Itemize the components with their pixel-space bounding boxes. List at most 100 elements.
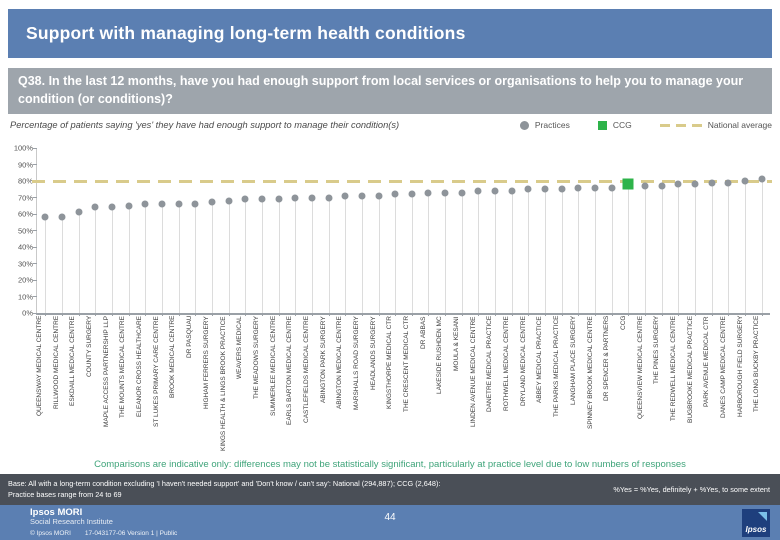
- x-tick-mark: [695, 313, 697, 316]
- x-axis-label: HIGHAM FERRERS SURGERY: [202, 316, 210, 409]
- x-axis-label: KINGSTHORPE MEDICAL CTR: [386, 316, 394, 409]
- x-tick-mark: [495, 313, 497, 316]
- practice-marker: [391, 190, 399, 198]
- x-axis-label: ROTHWELL MEDICAL CENTRE: [503, 316, 511, 411]
- x-tick-mark: [245, 313, 247, 316]
- x-axis-label: ST LUKES PRIMARY CARE CENTRE: [152, 316, 160, 427]
- marker-stem: [378, 195, 380, 313]
- ccg-square-icon: [597, 120, 607, 130]
- practice-marker: [691, 180, 699, 188]
- question-box: Q38. In the last 12 months, have you had…: [8, 68, 772, 114]
- x-tick-mark: [478, 313, 480, 316]
- practice-marker: [225, 197, 233, 205]
- marker-stem: [561, 189, 563, 313]
- copyright-text: © Ipsos MORI: [30, 530, 71, 537]
- x-axis-label: CASTLEFIELDS MEDICAL CENTRE: [302, 316, 310, 424]
- practice-marker: [58, 213, 66, 221]
- marker-stem: [628, 184, 630, 313]
- practice-marker: [608, 184, 616, 192]
- x-tick-mark: [45, 313, 47, 316]
- x-tick-mark: [61, 313, 63, 316]
- subtitle-row: Percentage of patients saying 'yes' they…: [10, 120, 774, 130]
- practice-marker: [591, 184, 599, 192]
- marker-stem: [95, 207, 97, 313]
- x-tick-mark: [728, 313, 730, 316]
- x-axis-label: THE PARKS MEDICAL PRACTICE: [553, 316, 561, 418]
- marker-stem: [211, 202, 213, 313]
- logo-text: Ipsos: [745, 525, 767, 534]
- doc-reference: 17-043177-06 Version 1 | Public: [84, 530, 178, 537]
- x-tick-mark: [445, 313, 447, 316]
- chart-legend: Practices CCG National average: [519, 120, 774, 130]
- practice-marker: [308, 194, 316, 201]
- marker-stem: [645, 185, 647, 313]
- plot-area: 0% 10% 20% 30% 40% 50% 60% 70% 80% 90% 100%: [14, 144, 772, 318]
- x-tick-mark: [328, 313, 330, 316]
- practices-dot-icon: [519, 120, 529, 130]
- practice-marker: [75, 208, 83, 216]
- x-axis-label: BROOK MEDICAL CENTRE: [169, 316, 177, 399]
- marker-stem: [278, 199, 280, 313]
- y-tick-label: 20%: [17, 275, 33, 285]
- base-line1: Base: All with a long-term condition exc…: [8, 478, 441, 488]
- x-axis-label: SPINNEY BROOK MEDICAL CENTRE: [586, 316, 594, 429]
- x-tick-mark: [461, 313, 463, 316]
- brand-name: Ipsos MORI: [30, 507, 83, 518]
- marker-stem: [478, 190, 480, 313]
- x-axis-label: HARBOROUGH FIELD SURGERY: [736, 316, 744, 418]
- y-tick-mark: [33, 312, 37, 314]
- x-tick-mark: [578, 313, 580, 316]
- x-axis-label: DR SPENCER & PARTNERS: [603, 316, 611, 402]
- legend-label-national: National average: [707, 120, 772, 130]
- y-tick-label: 50%: [17, 226, 33, 235]
- marker-stem: [195, 204, 197, 313]
- x-axis-label: DR ABBAS: [419, 316, 427, 349]
- marker-stem: [145, 204, 147, 313]
- slide-title-bar: Support with managing long-term health c…: [8, 9, 772, 58]
- x-axis-label: COUNTY SURGERY: [86, 316, 94, 378]
- marker-stem: [161, 204, 163, 313]
- national-average-line-icon: [659, 123, 702, 127]
- marker-stem: [528, 189, 530, 313]
- y-tick-mark: [33, 213, 37, 215]
- x-axis-label: DRYLAND MEDICAL CENTRE: [519, 316, 527, 406]
- x-tick-mark: [311, 313, 313, 316]
- x-tick-mark: [595, 313, 597, 316]
- practice-marker: [208, 198, 216, 206]
- x-axis-label: THE REDWELL MEDICAL CENTRE: [669, 316, 677, 421]
- y-tick-mark: [33, 263, 37, 264]
- y-tick-label: 100%: [13, 143, 33, 153]
- practice-marker: [191, 200, 199, 208]
- marker-stem: [445, 192, 447, 313]
- practice-marker: [558, 185, 566, 193]
- y-tick-label: 90%: [17, 160, 33, 169]
- practice-marker: [125, 202, 133, 210]
- x-axis-label: QUEENSVIEW MEDICAL CENTRE: [636, 316, 644, 420]
- x-axis-label: QUEENSWAY MEDICAL CENTRE: [36, 316, 43, 417]
- x-tick-mark: [645, 313, 647, 316]
- x-tick-mark: [511, 313, 513, 316]
- marker-stem: [678, 184, 680, 313]
- practice-marker: [108, 203, 116, 211]
- base-description: Base: All with a long-term condition exc…: [8, 479, 440, 501]
- marker-stem: [111, 207, 113, 313]
- legend-item-ccg: CCG: [597, 120, 632, 130]
- x-axis-label: LAKESIDE RUSHDEN MC: [436, 316, 444, 394]
- x-axis-label: THE PINES SURGERY: [653, 316, 661, 385]
- marker-stem: [311, 197, 313, 313]
- x-tick-mark: [761, 313, 763, 316]
- x-tick-mark: [528, 313, 530, 316]
- practice-marker: [275, 195, 283, 203]
- x-axis-label: LINDEN AVENUE MEDICAL CENTRE: [469, 316, 477, 427]
- y-tick-mark: [33, 246, 37, 248]
- x-axis-label: KINGS HEALTH & LINGS BROOK PRACTICE: [219, 316, 227, 451]
- legend-label-practices: Practices: [534, 120, 570, 130]
- practice-marker: [341, 192, 349, 200]
- marker-stem: [511, 190, 513, 313]
- marker-stem: [611, 187, 613, 313]
- marker-stem: [495, 190, 497, 313]
- y-tick-mark: [33, 164, 37, 165]
- x-tick-mark: [428, 313, 430, 316]
- x-axis-label: DANETRE MEDICAL PRACTICE: [486, 316, 494, 413]
- logo-flag-icon: [758, 512, 767, 521]
